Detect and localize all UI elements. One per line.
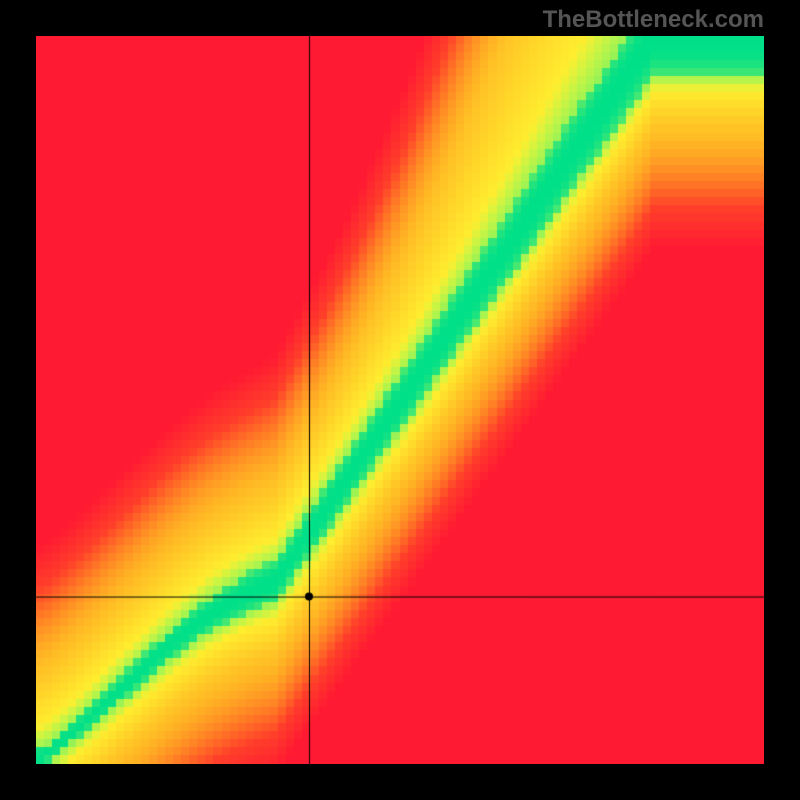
bottleneck-heatmap: [36, 36, 764, 764]
watermark-text: TheBottleneck.com: [543, 6, 764, 34]
